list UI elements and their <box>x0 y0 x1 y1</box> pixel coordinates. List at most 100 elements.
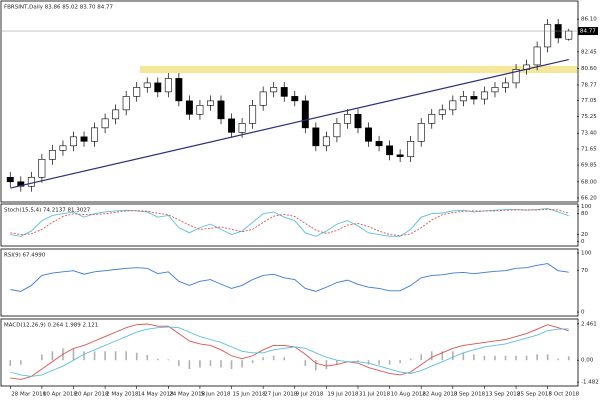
macd-panel-frame <box>0 318 579 387</box>
histogram-bar <box>209 360 212 367</box>
stoch-panel-frame <box>0 203 579 247</box>
candle-body <box>112 109 120 120</box>
indicator-line <box>10 323 569 380</box>
x-tick-label: 14 May 2018 <box>138 392 174 398</box>
candle-body <box>459 96 467 102</box>
y-tick-label: 73.40 <box>581 131 597 137</box>
candle-body <box>438 109 446 115</box>
x-tick-label: 31 Jul 2018 <box>359 392 391 398</box>
candle-body <box>333 123 341 138</box>
histogram-bar <box>283 357 286 361</box>
candle-body <box>185 100 193 115</box>
histogram-bar <box>135 352 138 361</box>
histogram-bar <box>199 360 201 368</box>
candle-body <box>386 145 394 156</box>
histogram-bar <box>220 360 222 368</box>
histogram-bar <box>178 360 180 367</box>
indicator-line <box>10 263 569 292</box>
y-tick-label: 0.00 <box>581 358 594 364</box>
x-tick-label: 10 Aug 2018 <box>391 392 427 398</box>
y-tick-label: -1.482 <box>581 380 599 386</box>
histogram-bar <box>83 351 85 361</box>
panel-title: FBRSINT,Daily 83.86 85.02 83.70 84.77 <box>4 5 113 11</box>
histogram-bar <box>399 360 401 364</box>
histogram-bar <box>546 354 549 361</box>
candle-body <box>322 136 330 147</box>
panel-title: RSI(9) 67.4990 <box>4 253 46 259</box>
histogram-bar <box>262 357 264 361</box>
y-tick-label: 77.05 <box>581 98 597 104</box>
histogram-bar <box>473 354 475 361</box>
y-tick-label: 71.65 <box>581 146 597 152</box>
y-tick-label: 20 <box>581 232 588 238</box>
candle-body <box>365 127 372 142</box>
histogram-bar <box>494 355 496 361</box>
candle-body <box>301 100 309 129</box>
y-tick-label: 68.00 <box>581 179 597 185</box>
candle-body <box>154 82 162 93</box>
histogram-bar <box>515 355 517 361</box>
indicator-line <box>10 209 569 237</box>
candle-body <box>6 176 14 183</box>
histogram-bar <box>251 360 254 364</box>
candle-body <box>91 127 99 142</box>
candle-body <box>80 136 88 142</box>
panel-title: MACD(12,26,9) 0.264 1.989 2.121 <box>4 323 98 329</box>
x-tick-label: 20 Apr 2018 <box>74 392 109 398</box>
y-tick-label: 70 <box>581 268 588 274</box>
candle-body <box>544 24 552 48</box>
histogram-bar <box>304 360 307 367</box>
x-tick-label: 13 Sep 2018 <box>485 392 520 398</box>
candle-body <box>207 100 214 106</box>
y-tick-label: 75.25 <box>581 114 597 120</box>
indicator-line <box>10 208 569 237</box>
y-tick-label: 80 <box>581 211 588 217</box>
candle-body <box>48 150 56 160</box>
candle-body <box>38 159 46 178</box>
candle-body <box>491 87 499 93</box>
candle-body <box>122 96 130 111</box>
y-tick-label: 2.461 <box>581 321 597 327</box>
histogram-bar <box>146 355 149 361</box>
x-tick-label: 24 May 2018 <box>169 392 205 398</box>
histogram-bar <box>114 351 117 361</box>
x-tick-label: 22 Aug 2018 <box>422 392 458 398</box>
x-tick-label: 25 Sep 2018 <box>517 392 552 398</box>
candle-body <box>417 123 425 142</box>
histogram-bar <box>409 358 412 361</box>
histogram-bar <box>367 360 370 365</box>
candle-body <box>291 96 299 102</box>
x-tick-label: 15 Jun 2018 <box>233 392 267 398</box>
histogram-bar <box>525 355 528 361</box>
y-tick-label: 0 <box>581 239 585 245</box>
rsi-panel-frame <box>0 248 579 317</box>
y-tick-label: 78.77 <box>581 82 597 88</box>
histogram-bar <box>315 360 317 371</box>
candle-body <box>533 46 541 66</box>
candle-body <box>164 78 172 93</box>
histogram-bar <box>188 360 191 370</box>
histogram-bar <box>93 351 96 361</box>
candle-body <box>196 105 204 115</box>
histogram-bar <box>325 360 328 370</box>
candle-body <box>480 91 488 100</box>
histogram-bar <box>504 355 507 361</box>
x-tick-label: 3 Sep 2018 <box>454 392 486 398</box>
histogram-bar <box>272 355 275 361</box>
candle-body <box>217 100 225 120</box>
x-tick-label: 9 Jul 2018 <box>296 392 324 398</box>
x-tick-label: 5 Oct 2018 <box>549 392 580 398</box>
y-tick-label: 0 <box>581 310 585 316</box>
histogram-bar <box>430 351 433 361</box>
histogram-bar <box>357 360 359 362</box>
y-tick-label: 82.45 <box>581 49 597 55</box>
histogram-bar <box>483 355 486 361</box>
trendline <box>10 58 569 189</box>
x-tick-label: 19 Jul 2018 <box>327 392 359 398</box>
last-price-box <box>578 27 598 36</box>
histogram-bar <box>378 360 380 365</box>
histogram-bar <box>9 360 12 367</box>
candle-body <box>565 30 573 40</box>
candle-body <box>175 78 183 102</box>
